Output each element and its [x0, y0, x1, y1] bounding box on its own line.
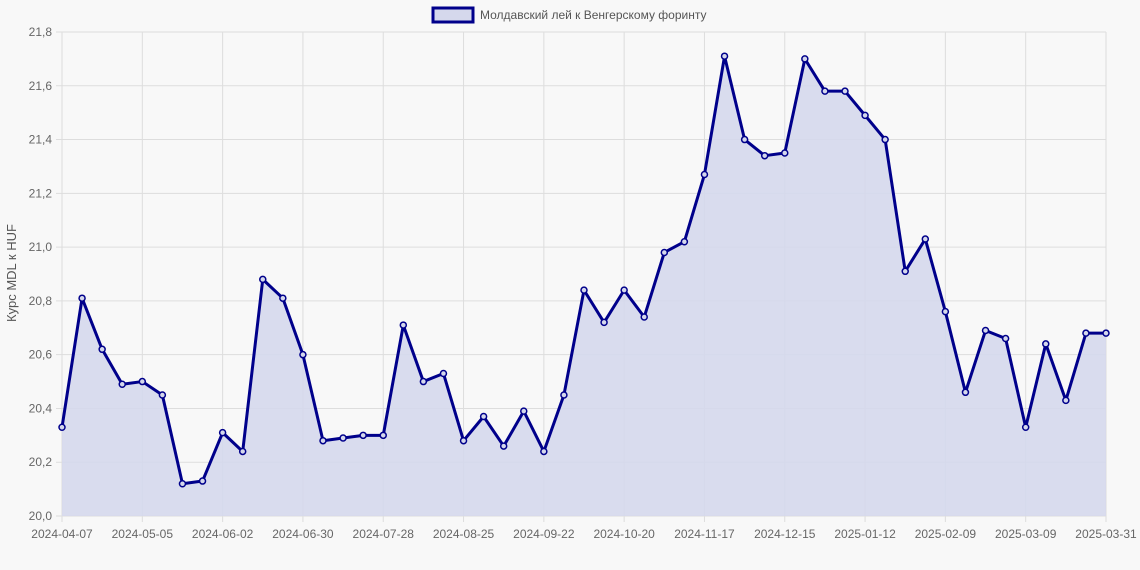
data-point[interactable] [479, 412, 488, 421]
y-tick-label: 20,6 [29, 348, 53, 362]
data-point[interactable] [760, 151, 769, 160]
data-point[interactable] [359, 431, 367, 440]
y-axis-ticks: 20,0 20,2 20,4 20,6 20,8 21,0 21,2 21,4 21,6 21,8 [29, 25, 53, 523]
data-point[interactable] [1042, 340, 1050, 348]
x-tick-label: 2024-09-22 [513, 527, 575, 541]
data-point[interactable] [941, 307, 950, 316]
data-point[interactable] [459, 436, 468, 445]
x-tick-label: 2025-01-12 [834, 527, 896, 541]
y-tick-label: 20,8 [29, 294, 53, 308]
data-point[interactable] [1021, 423, 1030, 432]
data-point[interactable] [118, 380, 126, 388]
data-point[interactable] [620, 286, 628, 294]
data-point[interactable] [1102, 329, 1110, 337]
y-tick-label: 20,4 [29, 401, 53, 415]
data-point[interactable] [881, 135, 889, 144]
data-point[interactable] [339, 434, 347, 442]
y-tick-label: 21,8 [29, 25, 53, 39]
x-tick-label: 2024-07-28 [353, 527, 415, 541]
x-tick-label: 2024-05-05 [112, 527, 174, 541]
data-point[interactable] [961, 388, 970, 397]
y-tick-label: 21,4 [29, 133, 53, 147]
data-point[interactable] [580, 286, 588, 294]
legend-label[interactable]: Молдавский лей к Венгерскому форинту [480, 8, 706, 22]
data-point[interactable] [560, 391, 568, 399]
data-point[interactable] [740, 135, 749, 144]
data-point[interactable] [259, 275, 267, 284]
x-tick-label: 2024-10-20 [593, 527, 655, 541]
data-point[interactable] [841, 87, 849, 95]
data-point[interactable] [1062, 396, 1070, 405]
data-point[interactable] [600, 318, 608, 327]
data-point[interactable] [78, 294, 86, 302]
y-tick-label: 21,6 [29, 79, 53, 93]
legend[interactable]: Молдавский лей к Венгерскому форинту [431, 6, 706, 24]
data-point[interactable] [399, 321, 408, 329]
data-point[interactable] [238, 447, 247, 456]
y-tick-label: 21,2 [29, 186, 53, 200]
x-tick-label: 2024-12-15 [754, 527, 816, 541]
y-tick-label: 20,0 [29, 509, 53, 523]
data-point[interactable] [279, 294, 287, 302]
data-point[interactable] [499, 442, 508, 450]
data-point[interactable] [379, 431, 387, 440]
data-point[interactable] [98, 345, 106, 354]
data-point[interactable] [158, 391, 167, 399]
x-tick-label: 2025-02-09 [915, 527, 977, 541]
x-tick-label: 2024-11-17 [674, 527, 735, 541]
x-tick-label: 2025-03-09 [995, 527, 1057, 541]
data-point[interactable] [981, 326, 990, 335]
y-axis-title: Курс MDL к HUF [4, 224, 19, 322]
data-point[interactable] [520, 407, 528, 415]
data-point[interactable] [439, 369, 448, 378]
x-tick-label: 2024-08-25 [433, 527, 495, 541]
data-point[interactable] [720, 52, 729, 60]
data-point[interactable] [419, 377, 428, 386]
series-layer [58, 52, 1110, 516]
data-point[interactable] [178, 479, 187, 488]
x-tick-label: 2024-04-07 [31, 527, 93, 541]
data-point[interactable] [198, 477, 207, 485]
data-point[interactable] [700, 170, 709, 179]
data-point[interactable] [921, 235, 930, 243]
data-point[interactable] [901, 267, 909, 276]
data-point[interactable] [218, 428, 227, 437]
x-tick-label: 2024-06-02 [192, 527, 254, 541]
data-point[interactable] [540, 447, 548, 456]
data-point[interactable] [781, 149, 789, 157]
data-point[interactable] [680, 237, 689, 246]
data-point[interactable] [821, 87, 829, 95]
x-tick-label: 2025-03-31 [1075, 527, 1137, 541]
y-tick-label: 21,0 [29, 240, 53, 254]
data-point[interactable] [138, 377, 147, 386]
y-tick-label: 20,2 [29, 455, 53, 469]
data-point[interactable] [58, 423, 66, 432]
series-area-fill [62, 56, 1106, 516]
data-point[interactable] [319, 436, 327, 445]
x-tick-label: 2024-06-30 [272, 527, 334, 541]
data-point[interactable] [1001, 334, 1010, 343]
data-point[interactable] [801, 55, 809, 63]
data-point[interactable] [660, 248, 669, 257]
x-axis-ticks: 2024-04-07 2024-05-05 2024-06-02 2024-06-30… [31, 527, 1137, 541]
legend-swatch[interactable] [431, 6, 475, 24]
data-point[interactable] [299, 350, 307, 359]
data-point[interactable] [640, 313, 648, 321]
data-point[interactable] [861, 111, 869, 120]
data-point[interactable] [1082, 329, 1090, 337]
